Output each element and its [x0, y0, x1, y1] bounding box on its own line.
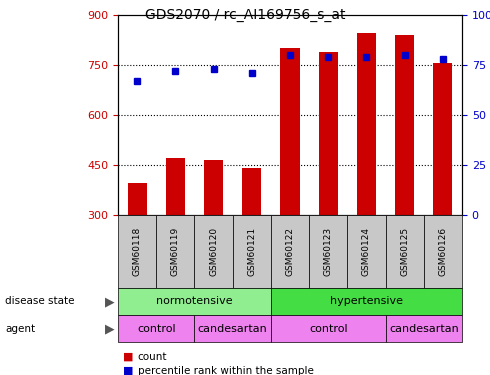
Bar [433, 63, 452, 215]
FancyBboxPatch shape [271, 315, 386, 342]
Text: agent: agent [5, 324, 35, 333]
Bar [166, 158, 185, 215]
Text: ■: ■ [123, 366, 133, 375]
FancyBboxPatch shape [386, 215, 424, 288]
FancyBboxPatch shape [195, 215, 233, 288]
FancyBboxPatch shape [271, 288, 462, 315]
FancyBboxPatch shape [118, 315, 195, 342]
Text: normotensive: normotensive [156, 297, 233, 306]
Text: GSM60124: GSM60124 [362, 227, 371, 276]
Text: GSM60125: GSM60125 [400, 227, 409, 276]
FancyBboxPatch shape [424, 215, 462, 288]
Text: candesartan: candesartan [389, 324, 459, 333]
Bar [242, 168, 261, 215]
Text: disease state: disease state [5, 297, 74, 306]
Bar [204, 160, 223, 215]
Text: percentile rank within the sample: percentile rank within the sample [138, 366, 314, 375]
Text: hypertensive: hypertensive [330, 297, 403, 306]
FancyBboxPatch shape [118, 288, 271, 315]
Text: count: count [138, 352, 167, 362]
Bar [127, 183, 147, 215]
Text: candesartan: candesartan [198, 324, 268, 333]
FancyBboxPatch shape [271, 215, 309, 288]
Bar [395, 35, 414, 215]
Text: GDS2070 / rc_AI169756_s_at: GDS2070 / rc_AI169756_s_at [145, 8, 345, 22]
Text: ▶: ▶ [105, 295, 115, 308]
Text: GSM60123: GSM60123 [324, 227, 333, 276]
Bar [357, 33, 376, 215]
Text: control: control [137, 324, 175, 333]
FancyBboxPatch shape [156, 215, 195, 288]
Bar [318, 52, 338, 215]
FancyBboxPatch shape [195, 315, 271, 342]
Text: GSM60122: GSM60122 [286, 227, 294, 276]
Text: ▶: ▶ [105, 322, 115, 335]
Text: GSM60121: GSM60121 [247, 227, 256, 276]
FancyBboxPatch shape [347, 215, 386, 288]
FancyBboxPatch shape [233, 215, 271, 288]
Text: control: control [309, 324, 347, 333]
Text: GSM60120: GSM60120 [209, 227, 218, 276]
Text: GSM60119: GSM60119 [171, 227, 180, 276]
Text: GSM60126: GSM60126 [439, 227, 447, 276]
FancyBboxPatch shape [309, 215, 347, 288]
Text: ■: ■ [123, 352, 133, 362]
Bar [280, 48, 299, 215]
Text: GSM60118: GSM60118 [133, 227, 142, 276]
FancyBboxPatch shape [386, 315, 462, 342]
FancyBboxPatch shape [118, 215, 156, 288]
